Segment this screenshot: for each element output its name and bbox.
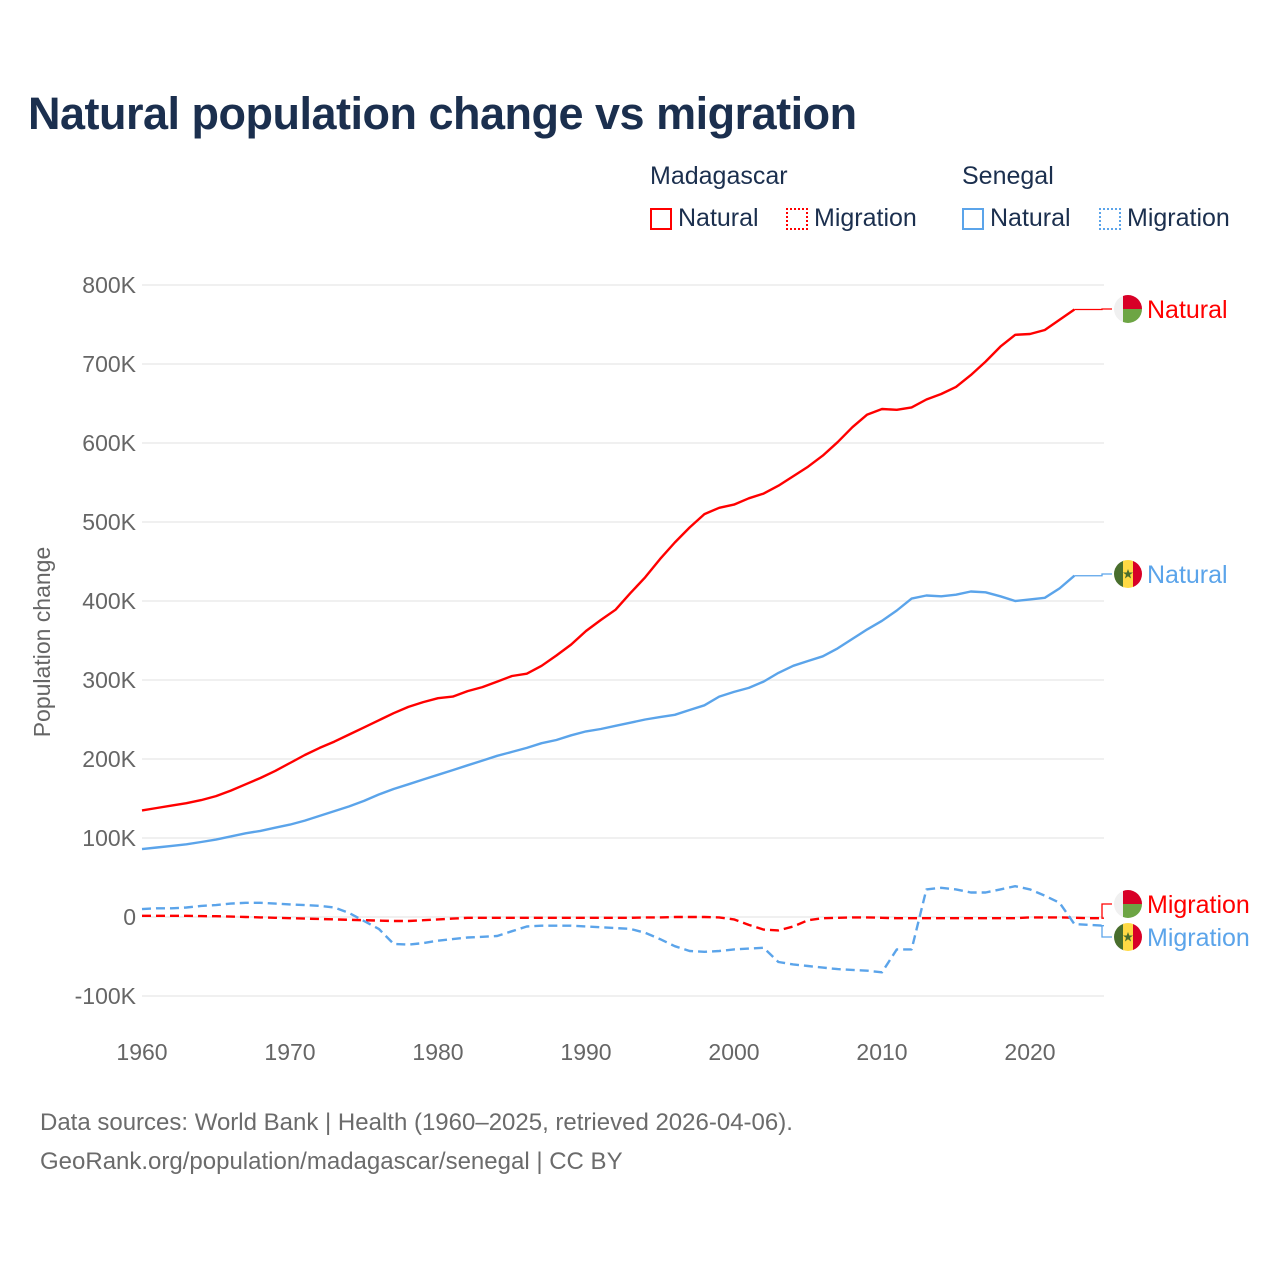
y-tick-label: 400K: [82, 588, 136, 614]
legend-label: Natural: [678, 204, 759, 232]
legend-label: Natural: [990, 204, 1071, 232]
flag-shape: [1114, 560, 1142, 588]
label-connector: [1074, 573, 1112, 577]
legend-group-senegal: Senegal: [962, 162, 1054, 190]
series-line-madagascar-natural: [141, 308, 1076, 812]
chart-title: Natural population change vs migration: [28, 88, 857, 139]
legend-swatch-dotted-blue: [1099, 207, 1121, 230]
legend-group-madagascar: Madagascar: [650, 162, 788, 190]
flag-green: [1114, 923, 1124, 951]
label-connector: [1101, 903, 1112, 919]
flag-red: [1123, 890, 1142, 904]
y-tick-label: 0: [123, 904, 136, 930]
footer-sources: Data sources: World Bank | Health (1960–…: [40, 1109, 793, 1136]
series-line-madagascar-migration: [142, 914, 1104, 932]
flag-shape: [1114, 295, 1142, 323]
flag-green: [1123, 309, 1142, 323]
flag-star: [1123, 932, 1133, 942]
legend-item-senegal-natural[interactable]: Natural: [962, 204, 1071, 233]
x-tick-label: 1970: [264, 1039, 315, 1065]
legend-swatch-dotted-red: [786, 207, 808, 230]
legend-label: Migration: [814, 204, 917, 232]
flag-green: [1123, 904, 1142, 918]
flag-green: [1114, 560, 1124, 588]
flag-senegal-icon: [1114, 923, 1142, 951]
x-tick-label: 2000: [708, 1039, 759, 1065]
series-line-senegal-migration: [141, 885, 1105, 974]
y-tick-label: 600K: [82, 430, 136, 456]
flag-star: [1123, 569, 1133, 579]
y-axis-label: Population change: [29, 547, 55, 738]
legend-item-madagascar-migration[interactable]: Migration: [786, 204, 917, 233]
flag-shape: [1114, 890, 1142, 918]
x-tick-label: 1960: [116, 1039, 167, 1065]
label-connector: [1101, 925, 1112, 938]
x-tick-label: 1990: [560, 1039, 611, 1065]
y-tick-label: 800K: [82, 272, 136, 298]
legend-item-senegal-migration[interactable]: Migration: [1099, 204, 1230, 233]
legend-swatch-solid-blue: [962, 207, 984, 230]
flag-red: [1133, 560, 1142, 588]
x-tick-label: 2010: [856, 1039, 907, 1065]
x-tick-label: 2020: [1004, 1039, 1055, 1065]
end-label: Natural: [1147, 561, 1228, 589]
y-tick-label: 500K: [82, 509, 136, 535]
x-tick-label: 1980: [412, 1039, 463, 1065]
footer-link[interactable]: GeoRank.org/population/madagascar/senega…: [40, 1148, 623, 1175]
flag-red: [1123, 295, 1142, 309]
end-label: Migration: [1147, 891, 1250, 919]
flag-shape: [1114, 923, 1142, 951]
y-tick-label: 700K: [82, 351, 136, 377]
y-tick-label: -100K: [75, 983, 137, 1009]
legend-swatch-solid-red: [650, 207, 672, 230]
flag-madagascar-icon: [1114, 890, 1142, 918]
legend-label: Migration: [1127, 204, 1230, 232]
y-tick-label: 100K: [82, 825, 136, 851]
end-label: Migration: [1147, 924, 1250, 952]
end-label: Natural: [1147, 296, 1228, 324]
y-tick-label: 300K: [82, 667, 136, 693]
legend-item-madagascar-natural[interactable]: Natural: [650, 204, 759, 233]
y-tick-label: 200K: [82, 746, 136, 772]
series-line-senegal-natural: [141, 574, 1076, 851]
flag-madagascar-icon: [1114, 295, 1142, 323]
flag-senegal-icon: [1114, 560, 1142, 588]
flag-red: [1133, 923, 1142, 951]
